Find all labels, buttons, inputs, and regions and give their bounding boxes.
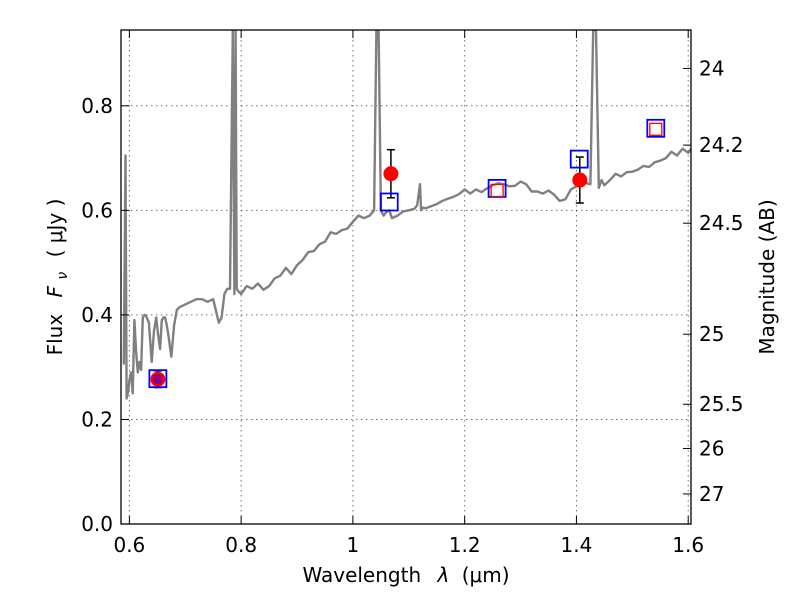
y2-tick-label: 25.5 <box>699 392 744 416</box>
y2-tick-label: 24.5 <box>699 211 744 235</box>
model-flux-square-inner <box>649 122 663 136</box>
x-axis-title-unit: (μm) <box>462 563 510 587</box>
y-axis-title-subscript: ν <box>55 272 71 280</box>
model-flux-square <box>148 369 168 389</box>
x-axis-title-symbol: λ <box>437 563 450 587</box>
model-flux-square <box>569 149 589 169</box>
y2-tick-label: 26 <box>699 436 724 460</box>
model-flux-square <box>379 192 399 212</box>
y-axis-title-unit: ( μJy ) <box>43 199 67 258</box>
x-axis-title-word: Wavelength <box>302 563 421 587</box>
x-tick-label: 1.4 <box>561 533 593 557</box>
y-axis-title-word: Flux <box>43 314 67 356</box>
observed-flux-point <box>572 172 588 188</box>
plot-frame <box>120 29 692 525</box>
y2-tick-label: 24.2 <box>699 133 744 157</box>
y-tick-label: 0.6 <box>81 198 113 222</box>
y-tick-label: 0.8 <box>81 94 113 118</box>
axis-ticks: 0.6 0.8 1 1.2 1.4 1.6 0.0 0.2 0.4 0.6 0.8 24 24.2 24.… <box>81 30 744 557</box>
y-tick-label: 0.4 <box>81 303 113 327</box>
model-flux-square <box>646 118 666 138</box>
y-axis-title-symbol: F <box>43 285 67 297</box>
y-tick-label: 0.0 <box>81 512 113 536</box>
x-tick-label: 0.8 <box>225 533 257 557</box>
y2-tick-label: 24 <box>699 56 724 80</box>
observed-flux-point <box>383 166 399 182</box>
y2-axis-title: Magnitude (AB) <box>755 199 779 354</box>
x-tick-label: 0.6 <box>113 533 145 557</box>
y-tick-label: 0.2 <box>81 407 113 431</box>
y2-tick-label: 25 <box>699 322 724 346</box>
x-tick-label: 1 <box>347 533 360 557</box>
spectrum-line <box>122 30 691 400</box>
grid-lines <box>121 30 691 525</box>
x-axis-title: Wavelength λ (μm) <box>302 563 509 587</box>
model-flux-square-inner <box>490 183 504 198</box>
x-tick-label: 1.2 <box>449 533 481 557</box>
plot-area <box>122 30 691 400</box>
combined-flux-point <box>152 374 163 385</box>
y2-tick-label: 27 <box>699 482 724 506</box>
x-tick-label: 1.6 <box>672 533 704 557</box>
y-axis-title: Flux F ν ( μJy ) <box>43 199 72 356</box>
